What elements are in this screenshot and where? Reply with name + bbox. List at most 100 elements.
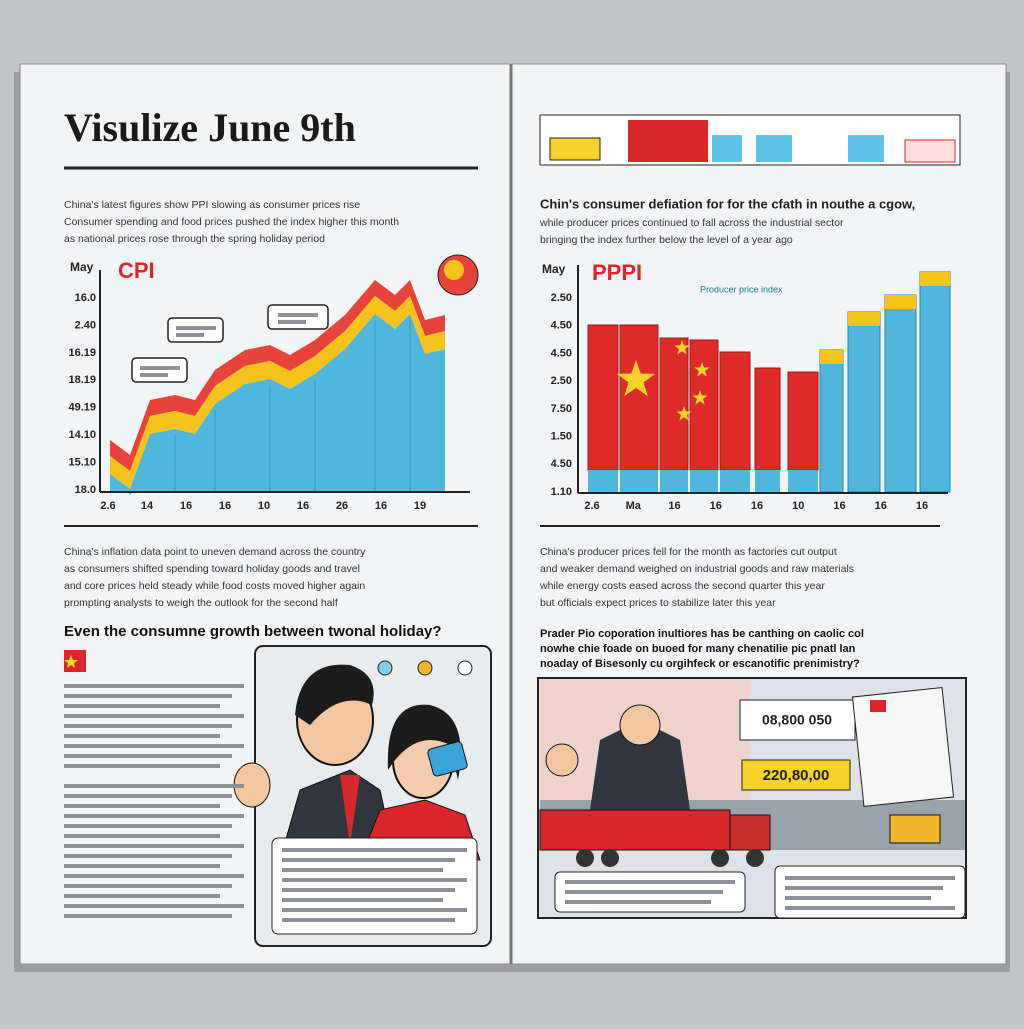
intro-line: China's latest figures show PPI slowing … [64,199,360,211]
text-filler [282,908,467,912]
y-tick-label: 16.19 [68,347,96,359]
x-tick-label: 16 [375,500,387,512]
truck-cab [729,814,771,851]
price: 08,800 050 [762,712,832,728]
text-filler [64,764,220,768]
y-tick-label: 49.19 [68,402,96,414]
fruit-icon-inner [444,260,464,280]
intro: China's latest figures show PPI slowing … [64,199,399,245]
text-filler [282,868,443,872]
body-line: and core prices held steady while food c… [64,580,365,592]
text-filler [282,898,443,902]
text-filler [278,320,306,324]
y-tick-label: 15.10 [68,456,96,468]
bar [689,339,719,471]
x-tick-label: 16 [180,500,192,512]
x-tick-label: Ma [626,500,642,512]
text-filler [64,734,220,738]
price: 220,80,00 [763,767,830,784]
bar [787,371,819,471]
bar [919,271,951,493]
body-line: and weaker demand weighed on industrial … [540,563,854,575]
y-tick-label: 2.50 [551,375,572,387]
dot [417,660,433,676]
truck-trailer [539,809,731,851]
cpi-chart [110,280,445,495]
text-filler [64,914,232,918]
flag-star [676,406,692,421]
text-filler [785,906,955,910]
body-line: prompting analysts to weigh the outlook … [64,597,338,609]
area-band [110,280,445,471]
intro-line: Chin's consumer defiation for for the cf… [540,196,915,211]
strip [539,114,961,166]
chart-month: May [70,260,94,274]
flag-star [674,340,690,355]
flag-star [692,390,708,405]
y-tick-label: 18.0 [75,484,96,496]
text-filler [282,858,455,862]
bar-base [720,470,750,492]
flag-star [64,655,78,668]
text-filler [282,918,455,922]
strip-flag [628,120,708,162]
text-filler [64,804,220,808]
headline-line: noaday of Bisesonly cu orgihfeck or esca… [540,658,860,670]
text-filler [176,333,204,337]
strip-box [904,139,956,163]
y-tick-label: 4.50 [551,320,572,332]
bar [847,311,881,493]
text-filler [64,704,220,708]
y-tick-label: 1.10 [551,486,572,498]
text-filler [282,848,467,852]
wheel [576,849,594,867]
newspaper-flag [870,700,886,712]
body-line: while energy costs eased across the seco… [539,580,825,592]
x-tick-label: 16 [875,500,887,512]
text-filler [140,373,168,377]
headline-line: nowhe chie foade on buoed for many chena… [540,643,856,655]
x-tick-label: 16 [668,500,680,512]
text-filler [785,876,955,880]
x-tick-label: 16 [710,500,722,512]
dot [377,660,393,676]
x-tick-label: 16 [916,500,928,512]
y-tick-label: 7.50 [551,403,572,415]
tie [340,775,360,845]
body: China's producer prices fell for the mon… [539,546,854,609]
text-filler [785,896,931,900]
intro-line: Consumer spending and food prices pushed… [64,216,399,228]
strip-box [848,135,884,162]
text-filler [64,684,244,688]
y-tick-label: 4.50 [551,458,572,470]
crowd-man [590,720,690,810]
body-line: as consumers shifted spending toward hol… [64,563,360,575]
bar-base [588,470,618,492]
text-filler [64,724,232,728]
text-filler [176,326,216,330]
headline: Even the consumne growth between twonal … [64,623,442,640]
text-filler [64,744,244,748]
bar [659,337,689,471]
chart-month: May [542,262,566,276]
x-tick-label: 16 [751,500,763,512]
bar [884,294,917,493]
body: China's inflation data point to uneven d… [64,546,366,609]
phone [427,741,468,777]
text-filler [64,694,232,698]
headline-line: Prader Pio coporation inultiores has be … [540,628,864,640]
crowd-head [545,743,579,777]
x-tick-label: 10 [792,500,804,512]
wheel [711,849,729,867]
intro-line: while producer prices continued to fall … [539,217,844,229]
x-tick-label: 10 [258,500,270,512]
x-tick-label: 16 [219,500,231,512]
bar [619,324,659,471]
y-tick-label: 2.40 [75,319,96,331]
area-band [110,314,445,491]
text-filler [785,886,943,890]
bar-base [690,470,718,492]
bar [754,367,781,471]
strip-box [549,137,601,161]
